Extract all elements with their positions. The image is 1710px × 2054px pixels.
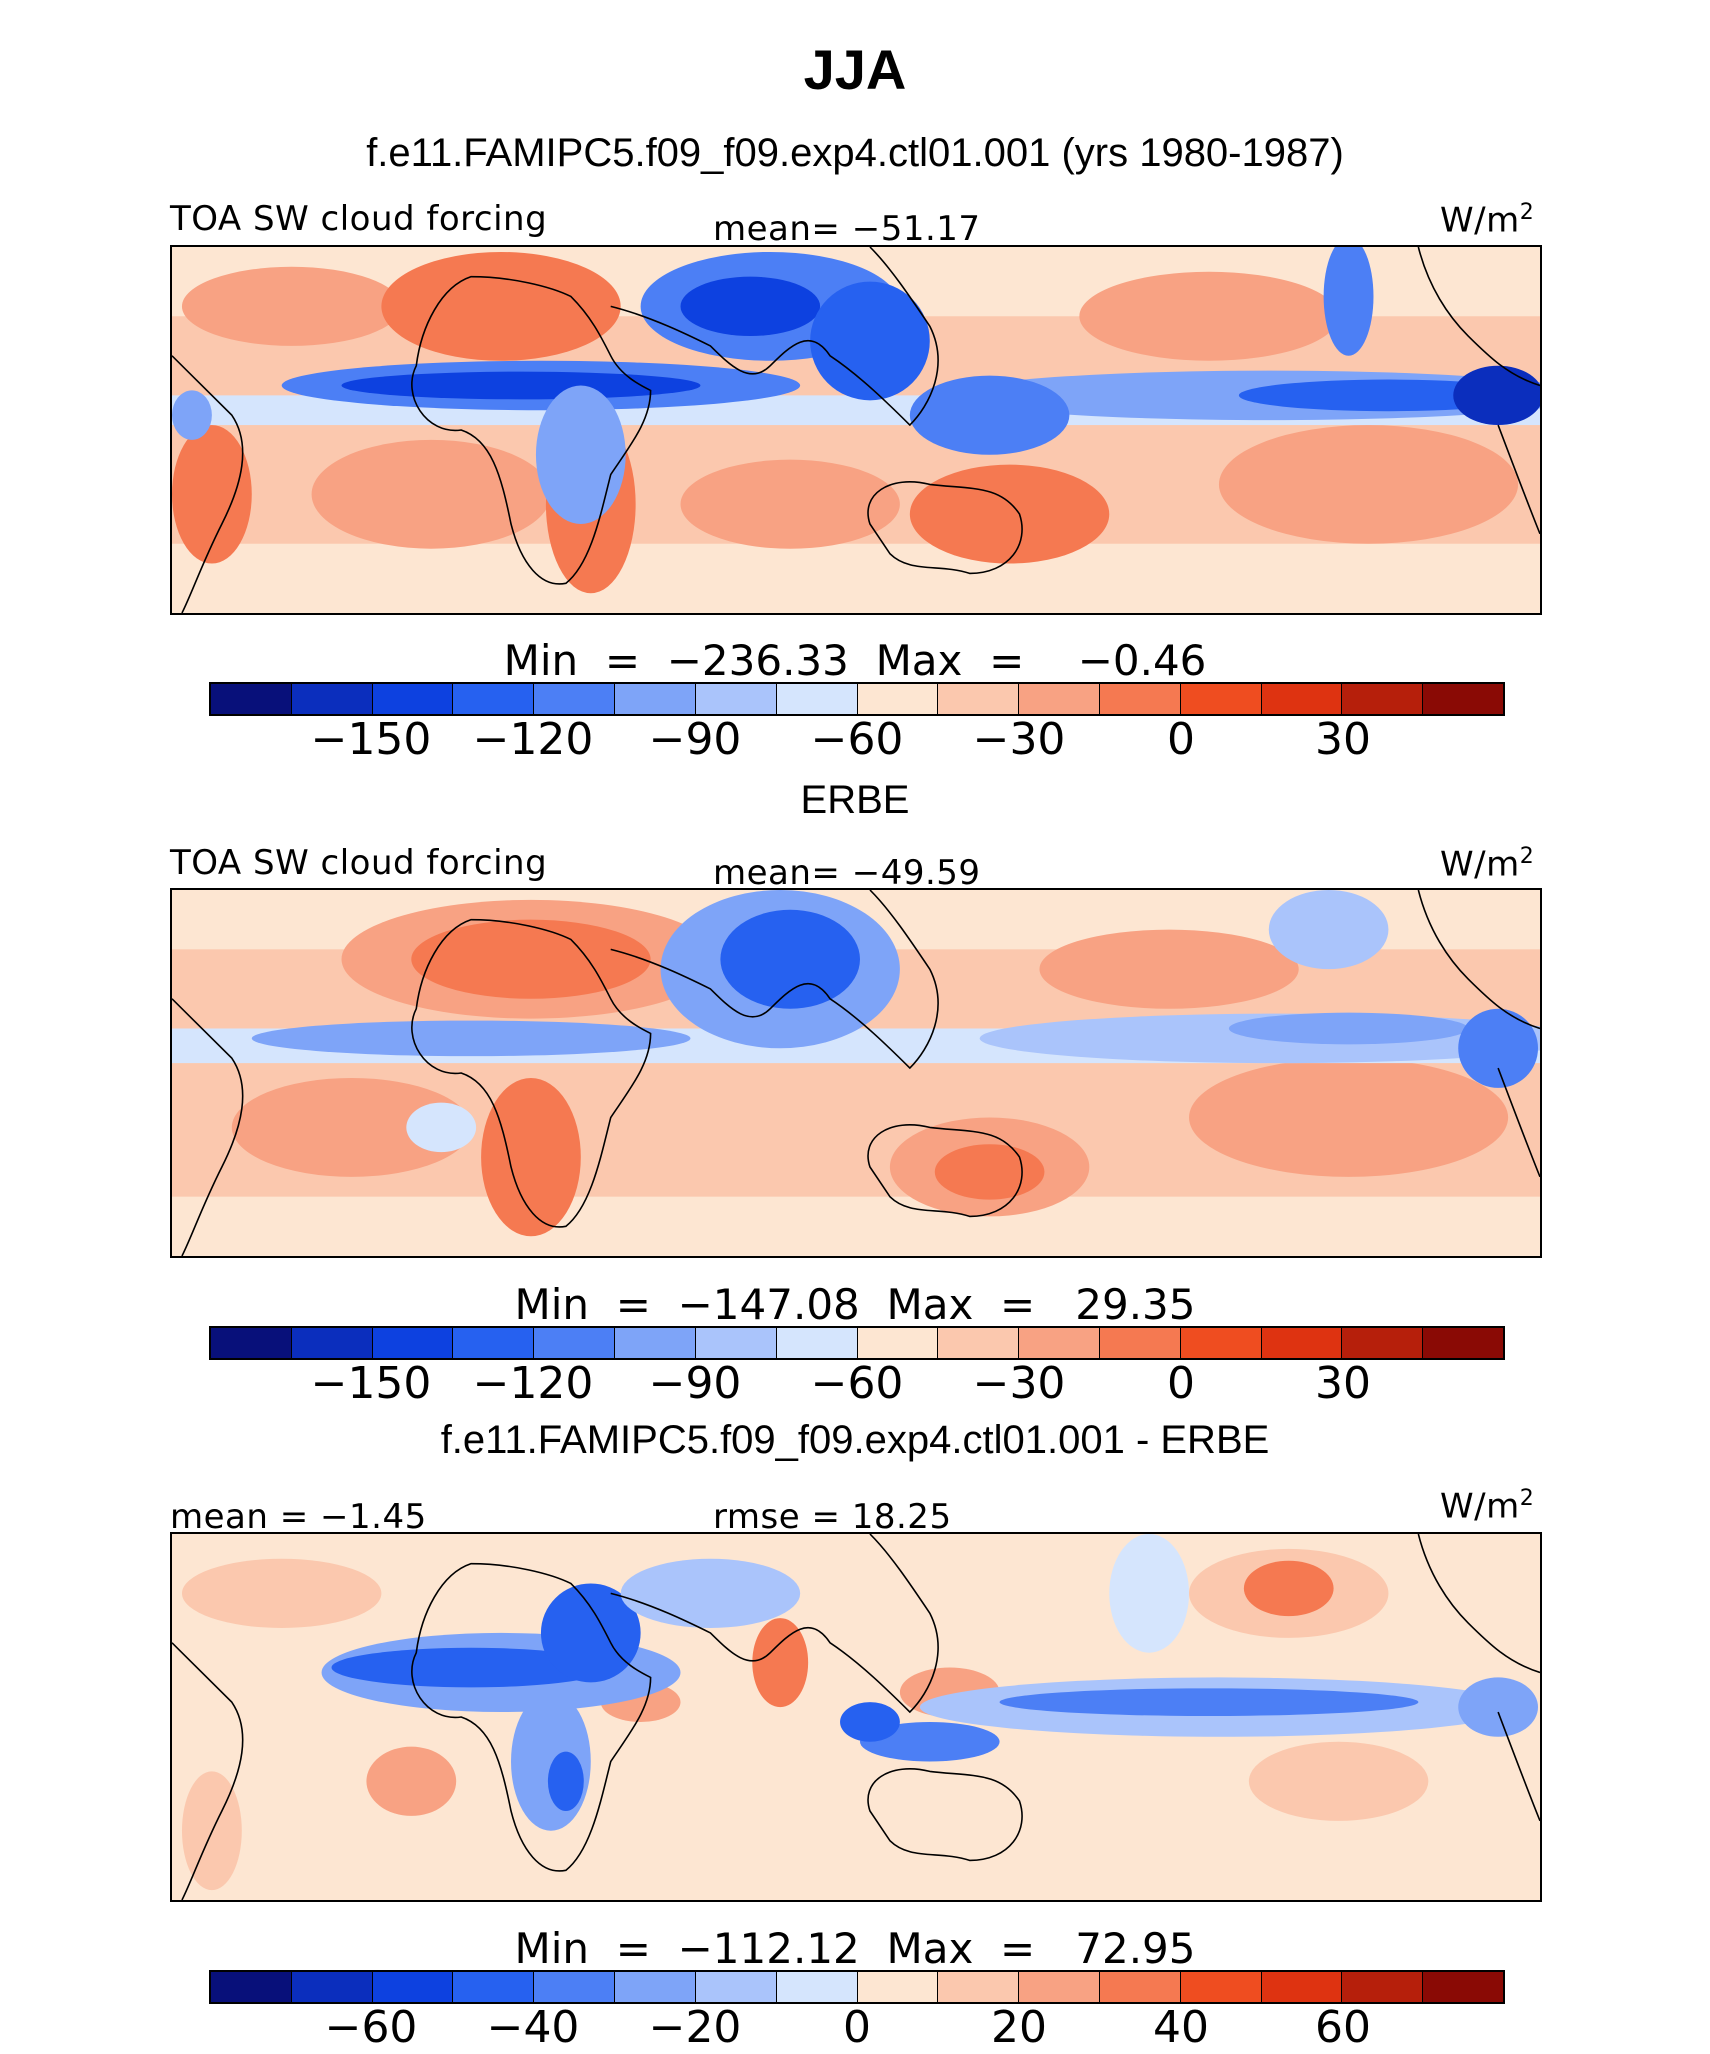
colorbar-swatch: [211, 1328, 292, 1358]
colorbar-tick-label: −90: [648, 1358, 742, 1409]
panel-2-mean-label: mean= −49.59: [713, 853, 981, 893]
colorbar-swatch: [1342, 684, 1424, 714]
panel-2-map: [170, 888, 1542, 1258]
panel-2-minmax: Min = −147.08 Max = 29.35: [514, 1280, 1196, 1329]
colorbar-tick-label: −60: [810, 1358, 904, 1409]
panel-3-colorbar: [209, 1970, 1505, 2004]
colorbar-tick-label: −150: [310, 1358, 432, 1409]
colorbar-swatch: [1099, 1328, 1181, 1358]
colorbar-swatch: [857, 1972, 939, 2002]
panel-2-units-label: W/m2: [1440, 844, 1535, 885]
panel-2-title: ERBE: [800, 778, 910, 822]
colorbar-swatch: [453, 1328, 535, 1358]
colorbar-tick-label: 0: [1167, 714, 1195, 765]
colorbar-swatch: [1019, 684, 1100, 714]
colorbar-swatch: [211, 1972, 292, 2002]
panel-3-colorbar-ticks: −60 −40 −20 0 20 40 60: [209, 2006, 1505, 2054]
colorbar-swatch: [1019, 1328, 1100, 1358]
colorbar-swatch: [938, 1328, 1020, 1358]
colorbar-tick-label: 0: [1167, 1358, 1195, 1409]
colorbar-tick-label: −60: [810, 714, 904, 765]
panel-3-rmse-label: rmse = 18.25: [713, 1497, 952, 1537]
panel-1-title: f.e11.FAMIPC5.f09_f09.exp4.ctl01.001 (yr…: [366, 131, 1344, 175]
colorbar-tick-label: −120: [472, 1358, 594, 1409]
panel-1-mean-label: mean= −51.17: [713, 209, 981, 249]
colorbar-swatch: [938, 1972, 1020, 2002]
colorbar-tick-label: 60: [1315, 2002, 1371, 2053]
panel-1-map: [170, 245, 1542, 615]
colorbar-tick-label: 20: [991, 2002, 1047, 2053]
colorbar-swatch: [1261, 684, 1343, 714]
colorbar-swatch: [776, 684, 858, 714]
colorbar-swatch: [1423, 1328, 1503, 1358]
colorbar-tick-label: −30: [972, 1358, 1066, 1409]
panel-1-minmax: Min = −236.33 Max = −0.46: [503, 636, 1207, 685]
colorbar-swatch: [1180, 1328, 1262, 1358]
colorbar-tick-label: 30: [1315, 1358, 1371, 1409]
colorbar-swatch: [291, 684, 373, 714]
figure-title: JJA: [803, 38, 907, 101]
colorbar-swatch: [291, 1972, 373, 2002]
colorbar-swatch: [615, 1328, 696, 1358]
colorbar-tick-label: −60: [324, 2002, 418, 2053]
colorbar-tick-label: 0: [843, 2002, 871, 2053]
colorbar-tick-label: 30: [1315, 714, 1371, 765]
colorbar-swatch: [857, 684, 939, 714]
colorbar-swatch: [1423, 1972, 1503, 2002]
colorbar-swatch: [534, 684, 616, 714]
colorbar-swatch: [453, 684, 535, 714]
colorbar-swatch: [776, 1328, 858, 1358]
panel-3-mean-label: mean = −1.45: [170, 1497, 427, 1537]
panel-1-variable-label: TOA SW cloud forcing: [170, 199, 548, 239]
colorbar-tick-label: −40: [486, 2002, 580, 2053]
colorbar-swatch: [1019, 1972, 1100, 2002]
colorbar-swatch: [1180, 684, 1262, 714]
panel-2-colorbar-ticks: −150 −120 −90 −60 −30 0 30: [209, 1362, 1505, 1410]
colorbar-tick-label: −150: [310, 714, 432, 765]
colorbar-swatch: [1180, 1972, 1262, 2002]
colorbar-tick-label: −120: [472, 714, 594, 765]
colorbar-swatch: [534, 1972, 616, 2002]
colorbar-swatch: [372, 1972, 454, 2002]
colorbar-swatch: [695, 684, 777, 714]
colorbar-swatch: [1261, 1328, 1343, 1358]
colorbar-swatch: [211, 684, 292, 714]
panel-3-title: f.e11.FAMIPC5.f09_f09.exp4.ctl01.001 - E…: [440, 1418, 1270, 1462]
colorbar-swatch: [938, 684, 1020, 714]
colorbar-swatch: [1099, 684, 1181, 714]
colorbar-swatch: [372, 684, 454, 714]
panel-1-units-label: W/m2: [1440, 200, 1535, 241]
panel-3-map: [170, 1532, 1542, 1902]
panel-2-colorbar: [209, 1326, 1505, 1360]
colorbar-swatch: [695, 1328, 777, 1358]
colorbar-swatch: [1342, 1972, 1424, 2002]
colorbar-swatch: [534, 1328, 616, 1358]
colorbar-tick-label: −20: [648, 2002, 742, 2053]
colorbar-swatch: [291, 1328, 373, 1358]
colorbar-swatch: [695, 1972, 777, 2002]
panel-3-units-label: W/m2: [1440, 1486, 1535, 1527]
colorbar-tick-label: −30: [972, 714, 1066, 765]
colorbar-swatch: [1342, 1328, 1424, 1358]
colorbar-tick-label: 40: [1153, 2002, 1209, 2053]
colorbar-tick-label: −90: [648, 714, 742, 765]
colorbar-swatch: [1423, 684, 1503, 714]
colorbar-swatch: [615, 1972, 696, 2002]
colorbar-swatch: [615, 684, 696, 714]
colorbar-swatch: [776, 1972, 858, 2002]
panel-3-minmax: Min = −112.12 Max = 72.95: [514, 1924, 1196, 1973]
colorbar-swatch: [372, 1328, 454, 1358]
colorbar-swatch: [1261, 1972, 1343, 2002]
panel-1-colorbar-ticks: −150 −120 −90 −60 −30 0 30: [209, 718, 1505, 766]
colorbar-swatch: [1099, 1972, 1181, 2002]
panel-2-variable-label: TOA SW cloud forcing: [170, 843, 548, 883]
panel-1-colorbar: [209, 682, 1505, 716]
colorbar-swatch: [857, 1328, 939, 1358]
colorbar-swatch: [453, 1972, 535, 2002]
